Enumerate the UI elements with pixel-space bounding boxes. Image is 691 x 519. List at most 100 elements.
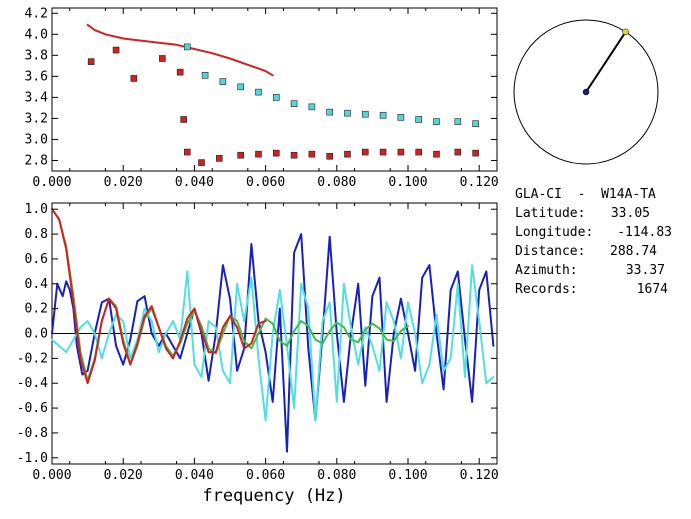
x-tick-label: 0.080 — [317, 175, 356, 190]
y-tick-label: 2.8 — [25, 153, 48, 168]
data-point — [326, 152, 333, 160]
data-point — [180, 116, 188, 123]
y-tick-label: 0.6 — [25, 252, 48, 267]
x-tick-label: 0.080 — [317, 468, 356, 483]
data-point — [130, 75, 138, 82]
azimuth-needle — [585, 31, 627, 93]
data-point — [176, 68, 184, 76]
data-point — [272, 94, 280, 101]
series-line-1 — [51, 264, 495, 422]
distance-value: 288.74 — [610, 244, 657, 259]
data-point — [112, 46, 120, 54]
x-axis-label: frequency (Hz) — [202, 486, 345, 506]
y-tick-label: 0.8 — [25, 227, 48, 242]
data-point — [397, 114, 405, 121]
data-point — [308, 103, 316, 111]
azimuth-label: Azimuth: — [515, 263, 578, 278]
y-tick-label: 4.2 — [25, 6, 48, 21]
y-tick-label: 3.0 — [25, 132, 48, 147]
data-point — [472, 149, 479, 157]
data-point — [159, 55, 166, 62]
latitude-value: 33.05 — [611, 206, 650, 221]
y-tick-label: 0.4 — [25, 277, 49, 292]
data-point — [379, 111, 387, 119]
spectra-axis-ticks: 0.000 0.020 0.040 0.060 0.080 0.100 0.120 1.0 0.… — [17, 202, 499, 483]
data-point — [237, 83, 244, 91]
data-point — [183, 43, 191, 51]
y-tick-label: -1.0 — [17, 451, 48, 466]
velocity-panel: 0.000 0.020 0.040 0.060 0.080 0.100 0.120 2.8 3.… — [25, 6, 499, 190]
azimuth-value: 33.37 — [626, 263, 665, 278]
x-tick-label: 0.100 — [388, 468, 427, 483]
data-point — [326, 108, 333, 116]
y-tick-label: 3.8 — [25, 48, 48, 63]
y-tick-label: 1.0 — [25, 202, 48, 217]
x-tick-label: 0.120 — [460, 468, 499, 483]
station-center-dot — [582, 88, 590, 96]
data-point — [183, 148, 191, 156]
azimuth-tip-dot — [622, 28, 629, 36]
data-point — [454, 118, 462, 125]
x-tick-label: 0.000 — [32, 175, 71, 190]
azimuth-compass — [513, 19, 659, 165]
data-point — [344, 150, 351, 158]
data-point — [198, 159, 205, 166]
x-tick-label: 0.020 — [104, 175, 143, 190]
data-point — [219, 78, 227, 85]
y-tick-label: 3.4 — [25, 90, 49, 105]
data-point — [308, 150, 316, 158]
data-point — [379, 148, 387, 156]
records-label: Records: — [515, 282, 578, 297]
latitude-label: Latitude: — [515, 206, 585, 221]
data-point — [216, 155, 223, 162]
x-tick-label: 0.040 — [175, 468, 214, 483]
data-point — [361, 110, 369, 118]
data-point — [415, 148, 422, 156]
longitude-value: -114.83 — [617, 225, 672, 240]
series-line-3 — [51, 208, 267, 385]
compass-circle — [513, 19, 659, 165]
x-tick-label: 0.060 — [246, 468, 285, 483]
velocity-plot-frame — [51, 7, 498, 172]
spectra-marks — [51, 208, 497, 453]
records-value: 1674 — [637, 282, 668, 297]
y-tick-label: 4.0 — [25, 27, 48, 42]
y-tick-label: 0.2 — [25, 302, 48, 317]
velocity-marks — [86, 23, 479, 166]
y-tick-label: -0.2 — [17, 351, 48, 366]
y-tick-label: -0.6 — [17, 401, 48, 416]
x-tick-label: 0.100 — [388, 175, 427, 190]
data-point — [290, 100, 298, 107]
spectra-panel: 0.000 0.020 0.040 0.060 0.080 0.100 0.120 1.0 0.… — [17, 202, 499, 506]
y-tick-label: 0.0 — [25, 327, 48, 342]
data-point — [255, 150, 262, 158]
station-pair-title: GLA-CI - W14A-TA — [515, 187, 656, 202]
y-tick-label: -0.8 — [17, 426, 48, 441]
longitude-label: Longitude: — [515, 225, 593, 240]
y-tick-label: 3.2 — [25, 111, 48, 126]
data-point — [201, 72, 209, 79]
data-point — [433, 150, 440, 158]
data-point — [255, 88, 262, 96]
data-point — [433, 118, 440, 125]
x-tick-label: 0.120 — [460, 175, 499, 190]
data-point — [454, 148, 462, 156]
velocity-axis-ticks: 0.000 0.020 0.040 0.060 0.080 0.100 0.120 2.8 3.… — [25, 6, 499, 190]
station-info-block: GLA-CI - W14A-TA Latitude: 33.05 Longitu… — [515, 187, 672, 297]
data-point — [237, 151, 244, 159]
data-point — [415, 116, 422, 123]
data-point — [272, 149, 280, 157]
data-point — [397, 148, 405, 156]
series-line-0 — [86, 23, 274, 77]
x-tick-label: 0.000 — [32, 468, 71, 483]
data-point — [87, 58, 95, 65]
data-point — [290, 151, 298, 159]
y-tick-label: -0.4 — [17, 376, 48, 391]
data-point — [472, 120, 479, 127]
x-tick-label: 0.040 — [175, 175, 214, 190]
data-point — [361, 148, 369, 156]
x-tick-label: 0.060 — [246, 175, 285, 190]
distance-label: Distance: — [515, 244, 585, 259]
x-tick-label: 0.020 — [104, 468, 143, 483]
